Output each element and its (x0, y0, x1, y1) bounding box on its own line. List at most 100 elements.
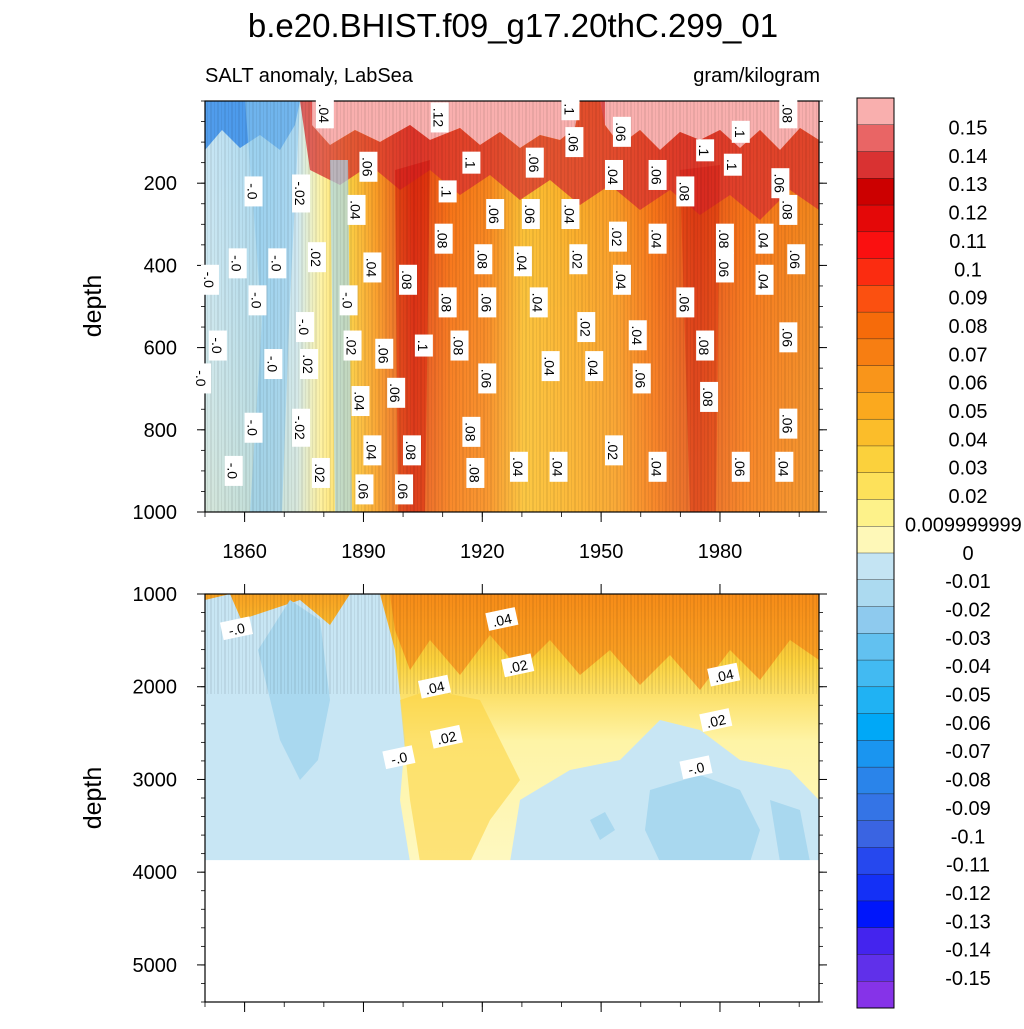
colorbar-label: -0.04 (945, 656, 991, 678)
left-subtitle: SALT anomaly, LabSea (205, 65, 414, 87)
colorbar-swatch (856, 418, 895, 447)
contour-label-box (315, 98, 334, 129)
contour-label-box (485, 607, 519, 631)
contour-label-text: .1 (415, 340, 431, 352)
contour-label-box (311, 457, 330, 488)
contour-label: .04 (775, 451, 794, 482)
colorbar-label: -0.11 (946, 855, 990, 877)
contour-label: .02 (429, 724, 463, 749)
contour-label: .04 (315, 98, 334, 129)
colorbar-swatch (856, 740, 895, 768)
contour-label-text: .06 (649, 165, 665, 185)
contour-label-box (529, 287, 548, 318)
contour-label: -.0 (193, 363, 212, 394)
colorbar-label: 0.05 (949, 401, 988, 423)
contour-label-box (292, 174, 311, 213)
contour-label-box (779, 194, 798, 225)
contour-label-box (402, 435, 421, 466)
contour-label-box (478, 363, 497, 394)
upper-contour-labels: .04 .12 .1 .06 .1 .1 .08 .06 .1 .06 .06 .04 .06 .1 .1.… (193, 98, 806, 505)
contour-label: .02 (307, 242, 326, 273)
contour-label: .06 (478, 363, 497, 394)
contour-label: .04 (363, 435, 382, 466)
contour-label-box (347, 194, 366, 225)
contour-label: .06 (387, 377, 406, 408)
colorbar-label: 0.11 (949, 231, 986, 253)
contour-label-box (462, 416, 481, 447)
colorbar-swatch (856, 178, 895, 206)
contour-label-box (628, 320, 647, 351)
contour-label-box (605, 159, 624, 190)
contour-label: .06 (359, 151, 378, 182)
colorbar-swatch (856, 526, 895, 554)
contour-label: .04 (707, 662, 741, 687)
contour-label-box (474, 244, 493, 275)
colorbar-label: 0.02 (949, 486, 988, 508)
contour-label: .02 (569, 244, 588, 275)
contour-label-text: .06 (526, 153, 542, 173)
lower-yellow-mid (400, 690, 520, 862)
contour-label-text: .02 (300, 354, 316, 374)
contour-label-text: -.0 (268, 255, 284, 272)
contour-label-text: -.0 (193, 370, 209, 387)
contour-label: .02 (501, 653, 535, 678)
contour-label-box (299, 349, 318, 380)
contour-label-text: -.0 (245, 420, 261, 437)
colorbar-label: 0.03 (949, 458, 988, 480)
contour-label-box (755, 223, 774, 254)
contour-label-box (395, 474, 414, 505)
contour-label-text: -.0 (225, 463, 241, 480)
y-tick-label: 5000 (133, 955, 178, 977)
contour-label-text: .1 (724, 159, 740, 171)
contour-label-text: .04 (316, 104, 332, 124)
contour-label-text: .06 (565, 132, 581, 152)
contour-label-text: .08 (399, 270, 415, 290)
contour-label-text: .08 (474, 250, 490, 270)
contour-label: .1 (696, 139, 715, 162)
contour-label-text: -.0 (389, 749, 409, 768)
colorbar-label: 0 (962, 543, 973, 565)
y-tick-label: 400 (144, 255, 177, 277)
colorbar-label: -0.09 (945, 798, 991, 820)
contour-label-text: .04 (605, 165, 621, 185)
contour-label: .02 (299, 349, 318, 380)
contour-label: .06 (355, 474, 374, 505)
contour-label-text: .08 (696, 336, 712, 356)
contour-label-box (248, 285, 267, 316)
contour-label-box (219, 616, 254, 641)
contour-label: .12 (430, 102, 449, 133)
upper-ylabel: depth (79, 275, 107, 338)
lower-y-axis: 1000 2000 3000 4000 5000 (133, 584, 827, 1003)
contour-label-text: .1 (561, 103, 577, 115)
contour-label-box (549, 451, 568, 482)
contour-label: .06 (731, 451, 750, 482)
contour-label-text: .06 (478, 293, 494, 313)
contour-label-box (731, 120, 750, 143)
contour-label-text: .04 (363, 441, 379, 461)
contour-label-box (569, 244, 588, 275)
contour-label: -.02 (292, 174, 311, 213)
contour-label-text: .06 (716, 258, 732, 278)
contour-label-text: .06 (613, 122, 629, 142)
contour-label: -.02 (292, 408, 311, 447)
colorbar-swatch (856, 472, 895, 500)
contour-label-text: .04 (713, 666, 736, 686)
contour-label-text: .06 (522, 204, 538, 224)
contour-label: -.0 (244, 412, 263, 443)
x-tick-label: 1920 (460, 541, 505, 563)
contour-label-text: -.0 (264, 356, 280, 373)
contour-label: -.0 (679, 755, 713, 780)
contour-label-text: .02 (507, 656, 530, 676)
contour-label: .08 (462, 416, 481, 447)
contour-label-text: -.0 (227, 620, 247, 639)
contour-label: .04 (418, 674, 452, 699)
contour-label: .04 (541, 351, 560, 382)
contour-label-text: .08 (466, 463, 482, 483)
contour-label-text: .06 (359, 157, 375, 177)
contour-label: .04 (755, 264, 774, 295)
colorbar-swatch (856, 231, 895, 260)
y-tick-label: 3000 (133, 769, 178, 791)
contour-label-text: .12 (431, 108, 447, 128)
contour-label: -.0 (228, 248, 247, 279)
